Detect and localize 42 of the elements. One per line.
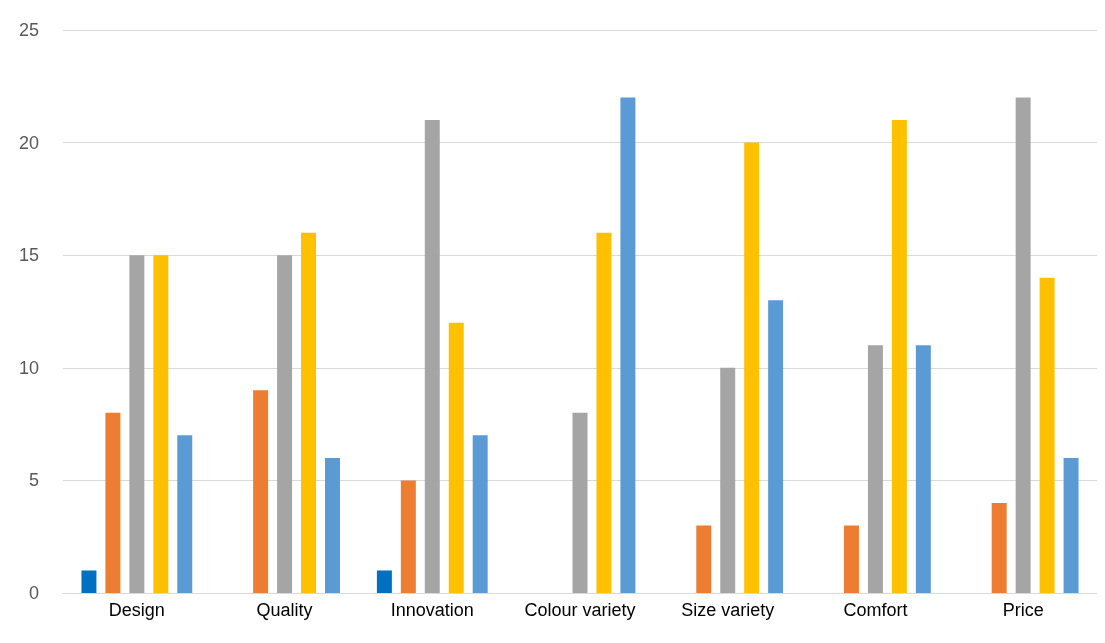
bar: [1015, 97, 1031, 593]
bar: [620, 97, 636, 593]
bar: [472, 435, 488, 593]
bar: [867, 345, 883, 593]
bar: [105, 412, 121, 593]
y-tick-label: 10: [18, 357, 39, 378]
bar: [843, 525, 859, 593]
y-tick-label: 15: [18, 245, 39, 266]
bar: [177, 435, 193, 593]
bar: [448, 322, 464, 593]
x-tick-label: Innovation: [390, 600, 474, 620]
x-tick-label: Colour variety: [524, 600, 636, 620]
bar: [400, 480, 416, 593]
bar: [720, 367, 736, 593]
bar: [253, 390, 269, 593]
bar: [153, 255, 169, 593]
bar: [301, 232, 317, 593]
bar: [376, 570, 392, 593]
bar: [915, 345, 931, 593]
x-tick-label: Price: [1002, 600, 1044, 620]
bar: [596, 232, 612, 593]
bar: [572, 412, 588, 593]
bar: [744, 142, 760, 593]
bar: [1063, 457, 1079, 593]
bar: [81, 570, 97, 593]
bar: [696, 525, 712, 593]
y-tick-label: 25: [18, 20, 39, 40]
bar: [768, 300, 784, 593]
y-tick-label: 5: [28, 470, 39, 491]
y-tick-label: 0: [28, 583, 39, 603]
x-tick-label: Quality: [256, 600, 313, 620]
x-tick-label: Comfort: [843, 600, 908, 620]
bar: [277, 255, 293, 593]
bar: [1039, 277, 1055, 593]
x-tick-label: Design: [108, 600, 165, 620]
bar: [991, 502, 1007, 593]
bar: [891, 120, 907, 593]
bar: [129, 255, 145, 593]
bar: [324, 457, 340, 593]
y-tick-label: 20: [18, 132, 39, 153]
x-tick-label: Size variety: [681, 600, 775, 620]
bar: [424, 120, 440, 593]
